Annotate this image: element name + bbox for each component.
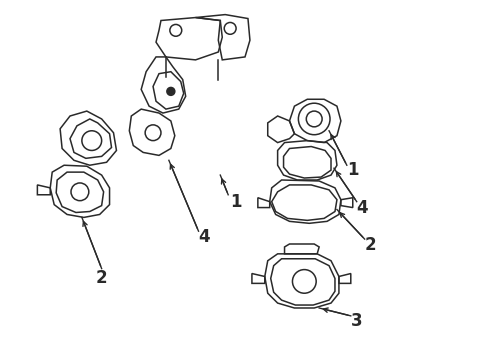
Text: 1: 1 — [230, 193, 242, 211]
Text: 3: 3 — [351, 312, 363, 330]
Text: 2: 2 — [96, 269, 107, 287]
Circle shape — [167, 87, 175, 95]
Text: 1: 1 — [347, 161, 359, 179]
Text: 4: 4 — [198, 228, 210, 246]
Text: 4: 4 — [356, 199, 368, 217]
Text: 2: 2 — [365, 236, 376, 254]
